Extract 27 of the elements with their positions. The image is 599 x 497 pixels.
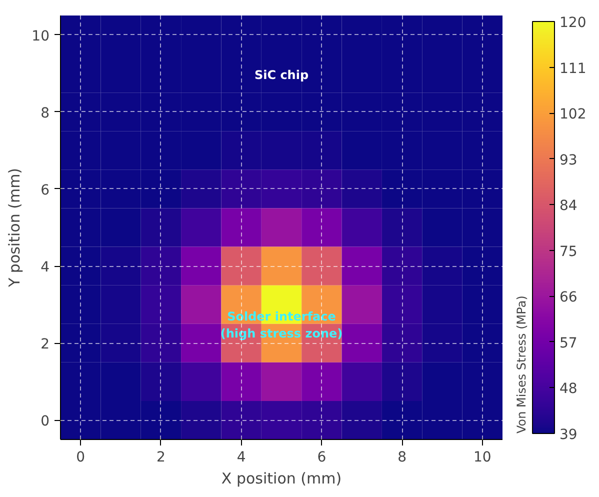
y-tick-label: 0 (40, 414, 50, 430)
y-tick-label: 6 (40, 182, 50, 198)
color-bar-label: 75 (560, 244, 578, 260)
color-bar-label: 84 (560, 198, 578, 214)
y-tick-label: 10 (32, 28, 50, 44)
x-axis-title: X position (mm) (221, 470, 342, 488)
color-bar-label: 120 (560, 15, 586, 31)
y-tick-label: 2 (40, 336, 50, 353)
color-bar-label: 111 (560, 60, 586, 77)
color-bar-label: 48 (560, 381, 578, 398)
x-tick-label: 4 (236, 450, 246, 466)
annotation: Solder interface (high stress zone) (220, 310, 343, 340)
color-bar-label: 93 (560, 152, 578, 168)
y-axis-title: Y position (mm) (6, 168, 24, 288)
x-tick-label: 2 (156, 450, 166, 466)
color-bar-label: 57 (560, 335, 578, 352)
x-tick-label: 6 (317, 450, 326, 466)
x-tick-label: 8 (398, 450, 407, 466)
annotation: SiC chip (254, 68, 309, 82)
color-bar-label: 102 (560, 106, 586, 123)
y-tick-label: 8 (40, 105, 50, 122)
color-bar-label: 39 (560, 427, 578, 443)
color-bar-title: Von Mises Stress (MPa) (514, 296, 528, 434)
x-tick-label: 10 (474, 450, 492, 466)
x-tick-label: 0 (76, 450, 86, 466)
y-tick-label: 4 (40, 260, 50, 276)
color-bar-label: 66 (560, 290, 578, 306)
